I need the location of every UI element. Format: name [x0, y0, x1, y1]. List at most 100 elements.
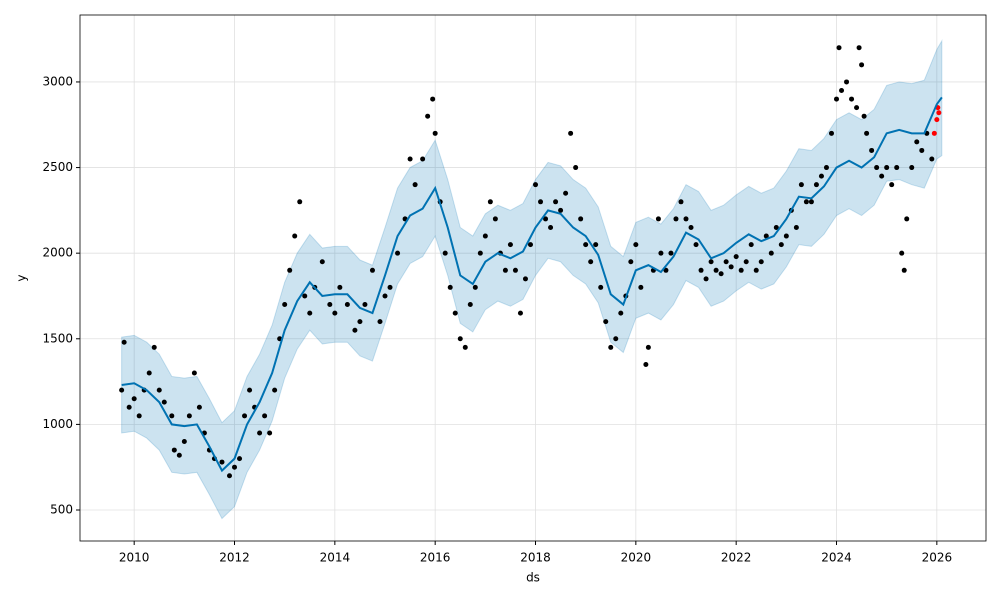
observation: [743, 259, 749, 265]
observation: [673, 216, 679, 222]
observation: [904, 216, 910, 222]
observation: [934, 117, 940, 123]
observation: [553, 199, 559, 205]
observation: [763, 233, 769, 239]
observation: [262, 413, 268, 419]
observation: [834, 96, 840, 102]
observation: [502, 267, 508, 273]
observation: [302, 293, 308, 299]
x-tick-label: 2016: [420, 551, 451, 565]
observation: [382, 293, 388, 299]
observation: [598, 284, 604, 290]
observation: [768, 250, 774, 256]
observation: [282, 302, 288, 308]
observation: [929, 156, 935, 162]
observation: [442, 250, 448, 256]
observation: [169, 413, 175, 419]
observation: [655, 216, 661, 222]
observation: [668, 250, 674, 256]
observation: [267, 430, 273, 436]
observation: [472, 284, 478, 290]
observation: [931, 130, 937, 136]
observation: [181, 439, 187, 445]
observation: [723, 259, 729, 265]
y-tick-label: 500: [50, 503, 73, 517]
observation: [327, 302, 333, 308]
observation: [548, 224, 554, 230]
observation: [136, 413, 142, 419]
observation: [823, 165, 829, 171]
observation: [678, 199, 684, 205]
observation: [608, 344, 614, 350]
observation: [844, 79, 850, 85]
observation: [257, 430, 263, 436]
observation: [452, 310, 458, 316]
observation: [593, 242, 599, 248]
observation: [568, 130, 574, 136]
observation: [186, 413, 192, 419]
observation: [803, 199, 809, 205]
y-tick-label: 1000: [42, 417, 73, 431]
observation: [247, 387, 253, 393]
observation: [119, 387, 125, 393]
observation: [412, 182, 418, 188]
observation: [869, 147, 875, 153]
observation: [558, 207, 564, 213]
observation: [430, 96, 436, 102]
observation: [748, 242, 754, 248]
observation: [352, 327, 358, 333]
plot-area: [80, 15, 986, 541]
observation: [849, 96, 855, 102]
forecast-line: [121, 96, 943, 473]
observation: [543, 216, 549, 222]
observation: [337, 284, 343, 290]
observation: [377, 319, 383, 325]
observation: [879, 173, 885, 179]
x-tick-label: 2012: [219, 551, 250, 565]
observation: [533, 182, 539, 188]
observation: [512, 267, 518, 273]
observation: [447, 284, 453, 290]
observation: [196, 404, 202, 410]
observation: [854, 105, 860, 111]
observation: [808, 199, 814, 205]
observation: [864, 130, 870, 136]
uncertainty-band: [121, 39, 943, 520]
observation: [344, 302, 350, 308]
observation: [161, 399, 167, 405]
observation: [936, 110, 942, 116]
y-axis-label: y: [15, 274, 29, 281]
observation: [773, 224, 779, 230]
plot-frame: [79, 14, 987, 542]
observation: [407, 156, 413, 162]
observation: [813, 182, 819, 188]
x-tick-label: 2010: [119, 551, 150, 565]
observation: [362, 302, 368, 308]
observation: [297, 199, 303, 205]
observation: [909, 165, 915, 171]
observation: [457, 336, 463, 342]
observation: [783, 233, 789, 239]
observation: [856, 45, 862, 51]
observation: [292, 233, 298, 239]
observation: [487, 199, 493, 205]
observation: [578, 216, 584, 222]
observation: [693, 242, 699, 248]
observation: [645, 344, 651, 350]
x-tick-label: 2018: [520, 551, 551, 565]
observation: [901, 267, 907, 273]
observation: [131, 396, 137, 402]
observation: [793, 224, 799, 230]
y-tick-label: 1500: [42, 331, 73, 345]
observation: [507, 242, 513, 248]
observation: [237, 456, 243, 462]
observation: [126, 404, 132, 410]
observation: [226, 473, 232, 479]
observation: [738, 267, 744, 273]
observation: [420, 156, 426, 162]
observation: [171, 447, 177, 453]
observation: [573, 165, 579, 171]
observation: [703, 276, 709, 282]
observation: [919, 147, 925, 153]
